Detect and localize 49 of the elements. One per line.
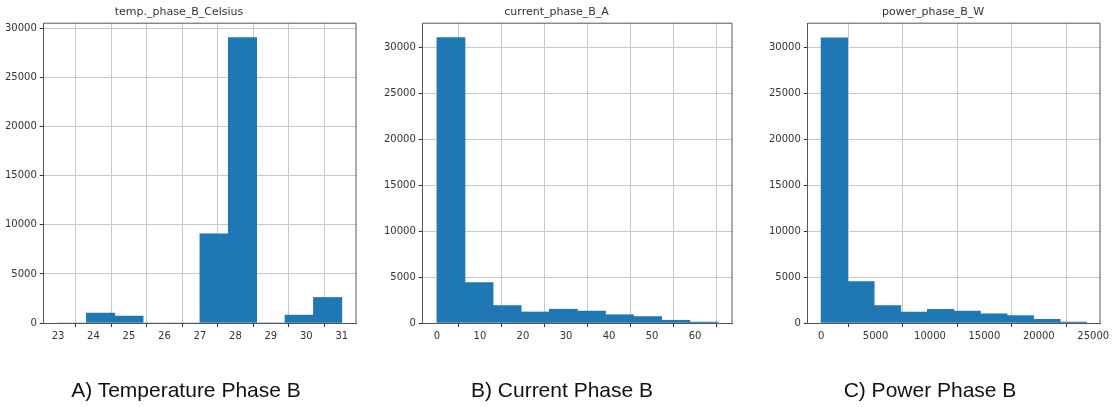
y-tick-label: 5000 — [775, 270, 801, 282]
y-tick-label: 15000 — [384, 178, 416, 190]
y-tick-label: 0 — [30, 316, 37, 328]
x-tick-label: 30 — [299, 329, 313, 341]
text: C) Power Phase B — [842, 378, 1018, 402]
y-tick-label: 10000 — [384, 224, 416, 236]
y-tick-label: 0 — [409, 316, 416, 328]
x-tick-label: 25 — [122, 329, 136, 341]
y-tick-label: 20000 — [769, 132, 801, 144]
x-tick-label: 30 — [559, 329, 573, 341]
x-tick-label: 23 — [51, 329, 65, 341]
chart-title: power_phase_B_W — [881, 5, 985, 19]
y-tick-label: 30000 — [769, 40, 801, 52]
x-tick-label: 28 — [229, 329, 242, 341]
x-tick-label: 26 — [158, 329, 171, 341]
y-tick-label: 30000 — [384, 41, 416, 53]
y-tick-label: 5000 — [11, 267, 37, 279]
x-tick-label: 20 — [516, 329, 530, 341]
y-tick-label: 15000 — [5, 169, 37, 181]
chart-title: temp._phase_B_Celsius — [114, 5, 244, 19]
y-tick-label: 10000 — [5, 218, 37, 230]
y-tick-label: 20000 — [384, 132, 416, 144]
x-tick-label: 0 — [433, 329, 441, 341]
x-tick-label: 27 — [193, 329, 207, 341]
x-tick-label: 29 — [264, 329, 278, 341]
x-tick-label: 40 — [602, 329, 616, 341]
x-tick-label: 10000 — [914, 329, 946, 341]
chart-title: current_phase_B_A — [504, 5, 610, 19]
text: B) Current Phase B — [469, 378, 655, 402]
y-tick-label: 10000 — [769, 224, 801, 236]
x-tick-label: 0 — [817, 329, 825, 341]
x-tick-label: 50 — [645, 329, 659, 341]
x-tick-label: 5000 — [862, 329, 889, 341]
y-tick-label: 0 — [794, 316, 801, 328]
text: A) Temperature Phase B — [70, 378, 302, 402]
y-tick-label: 15000 — [769, 178, 801, 190]
y-tick-label: 5000 — [390, 270, 416, 282]
y-tick-label: 25000 — [769, 86, 801, 98]
y-tick-label: 25000 — [384, 87, 416, 99]
x-tick-label: 10 — [473, 329, 487, 341]
x-tick-label: 15000 — [968, 329, 1001, 341]
y-tick-label: 25000 — [5, 71, 37, 83]
y-tick-label: 20000 — [5, 120, 37, 132]
y-tick-label: 30000 — [5, 22, 37, 34]
x-tick-label: 24 — [87, 329, 100, 341]
x-tick-label: 20000 — [1022, 329, 1055, 341]
x-tick-label: 60 — [688, 329, 702, 341]
x-tick-label: 31 — [335, 329, 349, 341]
x-tick-label: 25000 — [1077, 329, 1110, 341]
